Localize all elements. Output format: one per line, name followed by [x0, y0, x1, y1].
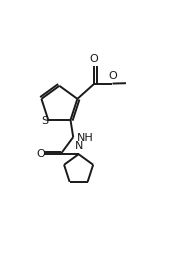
Text: O: O: [108, 71, 117, 81]
Text: O: O: [37, 149, 45, 159]
Text: S: S: [41, 116, 48, 126]
Text: NH: NH: [76, 133, 93, 143]
Text: O: O: [89, 54, 98, 64]
Text: N: N: [74, 141, 83, 151]
